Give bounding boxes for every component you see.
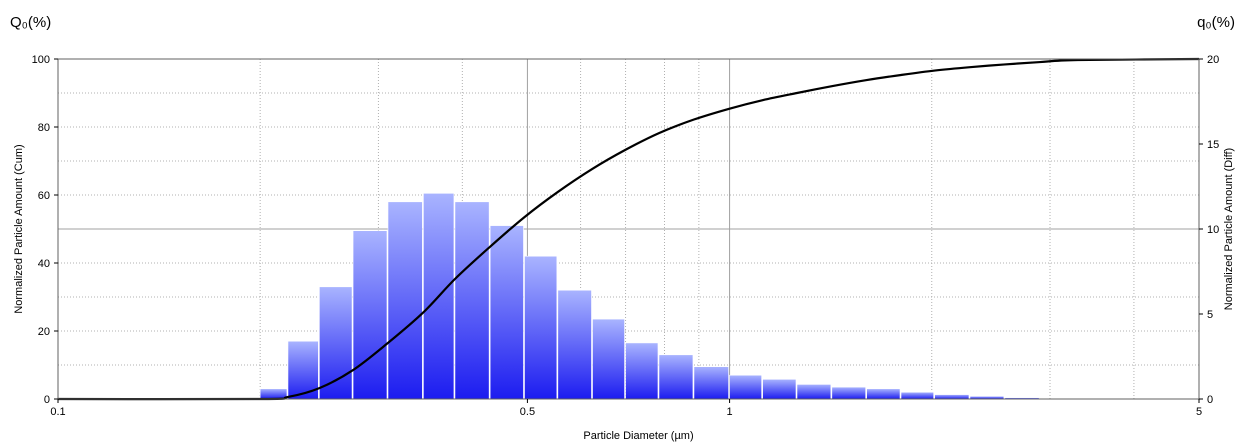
x-tick-label: 1 xyxy=(727,406,733,418)
x-tick-label: 0.1 xyxy=(50,406,65,418)
cumulative-curve-line xyxy=(57,57,1200,401)
histogram-bars xyxy=(259,193,1040,400)
histogram-bar xyxy=(454,201,490,400)
histogram-bar xyxy=(729,374,762,400)
histogram-bar xyxy=(900,391,934,400)
histogram-bar xyxy=(259,388,288,400)
histogram-bar xyxy=(831,386,866,400)
histogram-bar xyxy=(387,201,423,400)
y-axis-right-label: Normalized Particle Amount (Diff) xyxy=(1223,148,1235,310)
y-left-tick-label: 40 xyxy=(38,258,50,270)
histogram-bar xyxy=(934,394,970,400)
histogram-bar xyxy=(762,378,797,400)
y-right-tick-label: 0 xyxy=(1207,394,1213,406)
histogram-bar xyxy=(557,289,592,400)
histogram-bar xyxy=(319,286,353,400)
histogram-bar xyxy=(796,384,832,400)
histogram-bar xyxy=(524,255,558,400)
x-tick-label: 5 xyxy=(1196,406,1202,418)
y-left-tick-label: 20 xyxy=(38,326,50,338)
histogram-bar xyxy=(658,354,694,400)
histogram-bar xyxy=(693,366,729,400)
y-left-tick-label: 0 xyxy=(44,394,50,406)
y-left-tick-label: 100 xyxy=(32,54,50,66)
histogram-bar xyxy=(489,225,524,400)
y-axis-left-label: Normalized Particle Amount (Cum) xyxy=(13,144,25,313)
y-right-tick-label: 10 xyxy=(1207,224,1219,236)
x-tick-label: 0.5 xyxy=(520,406,535,418)
y-right-tick-label: 15 xyxy=(1207,139,1219,151)
cumulative-curve xyxy=(57,57,1200,401)
y-right-tick-label: 20 xyxy=(1207,54,1219,66)
histogram-bar xyxy=(352,230,388,400)
y-left-tick-label: 80 xyxy=(38,122,50,134)
left-axis-symbol: Q₀(%) xyxy=(10,14,52,31)
y-left-tick-label: 60 xyxy=(38,190,50,202)
right-axis-symbol: q₀(%) xyxy=(1197,14,1235,31)
x-axis-label: Particle Diameter (µm) xyxy=(583,430,693,442)
histogram-bar xyxy=(625,342,659,400)
y-right-tick-label: 5 xyxy=(1207,309,1213,321)
histogram-bar xyxy=(866,388,901,400)
histogram-bar xyxy=(592,318,625,400)
